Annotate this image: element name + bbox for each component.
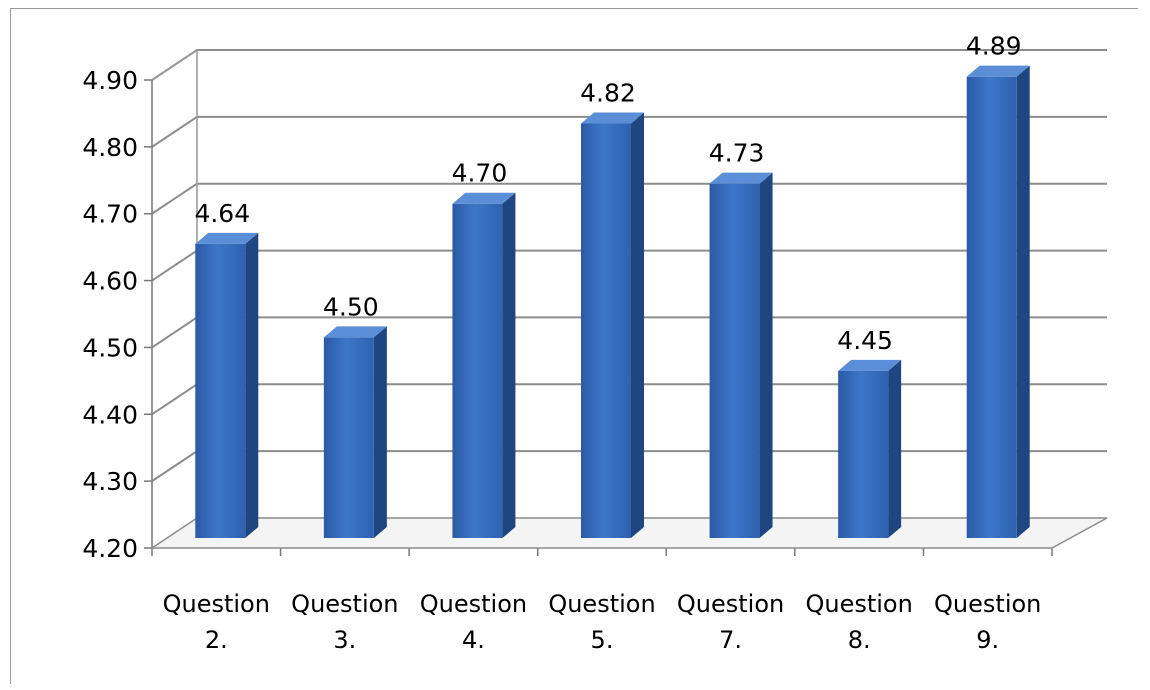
gridline xyxy=(151,49,1107,81)
bars xyxy=(195,65,1030,539)
labels: 4.20 4.30 4.40 4.50 4.60 4.70 4.80 4.90 4.64 Ques… xyxy=(82,32,1041,654)
data-label: 4.64 xyxy=(194,199,250,228)
category-label: 7. xyxy=(719,626,742,654)
bar xyxy=(581,112,644,538)
bar xyxy=(838,359,902,538)
bar-front xyxy=(838,370,889,538)
y-tick-label: 4.60 xyxy=(82,267,138,296)
category-label: Question xyxy=(677,590,784,618)
bar-front xyxy=(195,243,246,539)
bar-top xyxy=(323,326,387,338)
category-label: Question xyxy=(163,590,270,618)
bar-top xyxy=(581,112,644,124)
bar-top xyxy=(709,172,773,184)
bar-front xyxy=(581,123,631,538)
top-depth-edge xyxy=(151,49,198,81)
data-label: 4.70 xyxy=(452,159,508,188)
y-tick-label: 4.50 xyxy=(82,333,138,362)
bar-side xyxy=(888,359,902,538)
category-label: 4. xyxy=(462,626,485,654)
data-label: 4.82 xyxy=(580,78,636,107)
bar-side xyxy=(373,326,387,538)
bar-side xyxy=(759,172,773,538)
bar-front xyxy=(966,76,1017,538)
bar-side xyxy=(631,112,644,538)
category-label: 2. xyxy=(205,626,228,654)
category-label: 3. xyxy=(333,626,356,654)
bar-side xyxy=(245,232,259,539)
bar xyxy=(195,232,259,539)
y-tick-label: 4.90 xyxy=(82,66,138,95)
bar-side xyxy=(1016,65,1030,538)
bar-top xyxy=(838,359,902,371)
y-tick-label: 4.80 xyxy=(82,133,138,162)
category-label: 5. xyxy=(591,626,614,654)
category-label: Question xyxy=(420,590,527,618)
data-label: 4.50 xyxy=(323,292,379,321)
bar-top xyxy=(966,65,1030,77)
y-tick-label: 4.20 xyxy=(82,534,138,563)
category-label: Question xyxy=(805,590,912,618)
bar xyxy=(323,326,387,538)
category-label: Question xyxy=(291,590,398,618)
y-tick-label: 4.30 xyxy=(82,467,138,496)
category-label: Question xyxy=(934,590,1041,618)
bar-front xyxy=(709,183,760,538)
category-label: 9. xyxy=(976,626,999,654)
bar xyxy=(452,192,516,538)
bar xyxy=(966,65,1030,538)
data-label: 4.73 xyxy=(709,139,765,168)
y-tick-label: 4.40 xyxy=(82,400,138,429)
bar-top xyxy=(452,192,516,204)
bar-front xyxy=(452,203,503,538)
bar xyxy=(709,172,773,538)
bar-side xyxy=(502,192,516,538)
category-label: Question xyxy=(548,590,655,618)
data-label: 4.89 xyxy=(966,32,1022,61)
data-label: 4.45 xyxy=(837,326,893,355)
category-label: 8. xyxy=(848,626,871,654)
chart-frame xyxy=(10,8,1138,684)
bar-top xyxy=(195,232,259,244)
bar-front xyxy=(323,337,374,538)
y-tick-label: 4.70 xyxy=(82,200,138,229)
